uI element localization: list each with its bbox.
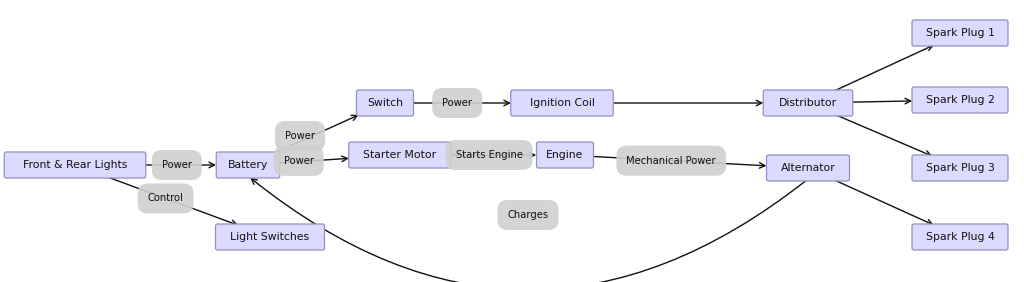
FancyBboxPatch shape <box>349 142 452 168</box>
Text: Alternator: Alternator <box>780 163 836 173</box>
Text: Light Switches: Light Switches <box>230 232 309 242</box>
FancyBboxPatch shape <box>4 152 145 178</box>
Text: Starter Motor: Starter Motor <box>364 150 436 160</box>
Text: Ignition Coil: Ignition Coil <box>529 98 595 108</box>
FancyArrowPatch shape <box>251 179 806 282</box>
FancyBboxPatch shape <box>356 90 414 116</box>
FancyBboxPatch shape <box>537 142 594 168</box>
Text: Spark Plug 1: Spark Plug 1 <box>926 28 994 38</box>
Text: Spark Plug 4: Spark Plug 4 <box>926 232 994 242</box>
Text: Mechanical Power: Mechanical Power <box>627 156 716 166</box>
Text: Power: Power <box>162 160 191 170</box>
FancyBboxPatch shape <box>912 20 1008 46</box>
Text: Spark Plug 3: Spark Plug 3 <box>926 163 994 173</box>
FancyBboxPatch shape <box>912 224 1008 250</box>
FancyArrowPatch shape <box>274 115 357 153</box>
FancyArrowPatch shape <box>836 115 931 156</box>
FancyArrowPatch shape <box>451 152 535 158</box>
Text: Charges: Charges <box>508 210 549 220</box>
FancyArrowPatch shape <box>834 45 933 91</box>
FancyArrowPatch shape <box>835 180 932 225</box>
FancyBboxPatch shape <box>763 90 853 116</box>
Text: Distributor: Distributor <box>779 98 837 108</box>
Text: Front & Rear Lights: Front & Rear Lights <box>23 160 127 170</box>
Text: Engine: Engine <box>547 150 584 160</box>
FancyArrowPatch shape <box>613 100 762 106</box>
Text: Spark Plug 2: Spark Plug 2 <box>926 95 994 105</box>
Text: Switch: Switch <box>367 98 403 108</box>
Text: Power: Power <box>284 156 313 166</box>
FancyArrowPatch shape <box>106 177 237 225</box>
FancyBboxPatch shape <box>511 90 613 116</box>
FancyBboxPatch shape <box>912 155 1008 181</box>
FancyBboxPatch shape <box>912 87 1008 113</box>
Text: Power: Power <box>285 131 315 141</box>
FancyArrowPatch shape <box>853 98 910 104</box>
FancyArrowPatch shape <box>280 156 347 163</box>
Text: Battery: Battery <box>228 160 268 170</box>
FancyBboxPatch shape <box>767 155 850 181</box>
FancyBboxPatch shape <box>216 152 280 178</box>
Text: Starts Engine: Starts Engine <box>456 150 522 160</box>
FancyBboxPatch shape <box>215 224 325 250</box>
FancyArrowPatch shape <box>414 100 509 106</box>
Text: Power: Power <box>442 98 472 108</box>
FancyArrowPatch shape <box>594 157 765 168</box>
Text: Control: Control <box>147 193 183 204</box>
FancyArrowPatch shape <box>145 162 214 168</box>
